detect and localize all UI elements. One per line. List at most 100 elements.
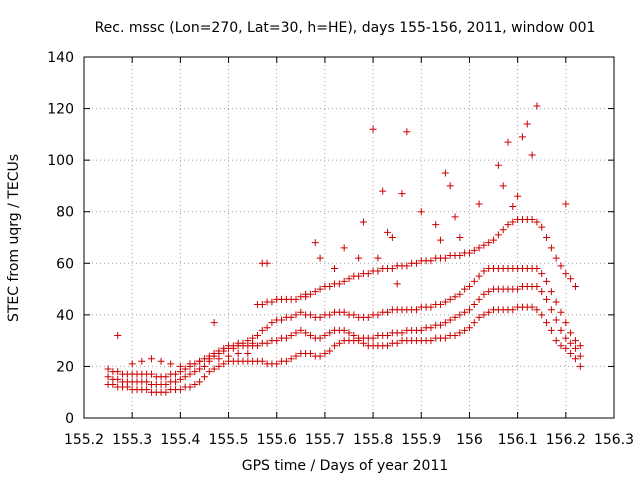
x-tick-label: 155.4: [160, 432, 200, 448]
data-point: [249, 339, 257, 347]
data-point: [316, 285, 324, 293]
data-point: [446, 316, 454, 324]
data-point: [456, 329, 464, 337]
data-point: [287, 313, 295, 321]
data-point: [538, 288, 546, 296]
data-point: [143, 378, 151, 386]
data-point: [258, 326, 266, 334]
data-point: [374, 311, 382, 319]
data-point: [456, 290, 464, 298]
data-point: [567, 275, 575, 283]
data-point: [196, 378, 204, 386]
data-point: [417, 326, 425, 334]
data-point: [326, 329, 334, 337]
data-point: [297, 308, 305, 316]
data-point: [263, 324, 271, 332]
data-point: [384, 228, 392, 236]
data-point: [494, 231, 502, 239]
data-point: [355, 254, 363, 262]
data-point: [547, 306, 555, 314]
data-point: [393, 339, 401, 347]
data-point: [114, 331, 122, 339]
data-point: [528, 151, 536, 159]
y-tick-label: 100: [47, 153, 74, 169]
data-point: [441, 319, 449, 327]
data-point: [441, 334, 449, 342]
data-point: [321, 350, 329, 358]
data-point: [571, 282, 579, 290]
data-point: [220, 344, 228, 352]
x-tick-label: 156.1: [498, 432, 538, 448]
data-point: [552, 337, 560, 345]
data-point: [427, 257, 435, 265]
data-point: [331, 264, 339, 272]
data-point: [176, 362, 184, 370]
data-point: [340, 244, 348, 252]
data-point: [427, 337, 435, 345]
x-tick-label: 156.2: [546, 432, 586, 448]
data-point: [364, 270, 372, 278]
y-axis-label: STEC from uqrg / TECUs: [6, 154, 22, 322]
data-point: [292, 329, 300, 337]
x-axis-label: GPS time / Days of year 2011: [242, 458, 449, 474]
data-point: [114, 375, 122, 383]
data-point: [567, 350, 575, 358]
data-point: [215, 347, 223, 355]
data-point: [427, 324, 435, 332]
data-point: [437, 301, 445, 309]
data-point: [528, 215, 536, 223]
data-point: [234, 350, 242, 358]
data-point: [441, 254, 449, 262]
data-point: [196, 365, 204, 373]
data-point: [562, 319, 570, 327]
data-point: [379, 187, 387, 195]
data-point: [225, 352, 233, 360]
data-point: [533, 282, 541, 290]
data-point: [533, 102, 541, 110]
data-point: [268, 319, 276, 327]
data-point: [403, 262, 411, 270]
data-point: [470, 277, 478, 285]
data-point: [215, 355, 223, 363]
data-point: [470, 246, 478, 254]
data-point: [316, 352, 324, 360]
data-point: [273, 337, 281, 345]
y-tick-label: 40: [56, 308, 74, 324]
data-point: [451, 213, 459, 221]
x-tick-label: 155.3: [112, 432, 152, 448]
data-point: [538, 311, 546, 319]
y-tick-label: 0: [65, 411, 74, 427]
data-point: [268, 298, 276, 306]
data-point: [292, 295, 300, 303]
data-point: [345, 329, 353, 337]
y-tick-label: 80: [56, 205, 74, 221]
data-point: [533, 306, 541, 314]
data-point: [533, 218, 541, 226]
data-point: [258, 357, 266, 365]
data-point: [499, 182, 507, 190]
data-point: [557, 326, 565, 334]
data-point: [331, 342, 339, 350]
data-point: [172, 370, 180, 378]
data-point: [162, 380, 170, 388]
data-point: [186, 370, 194, 378]
data-point: [465, 282, 473, 290]
data-point: [181, 373, 189, 381]
data-points: [104, 102, 584, 396]
data-point: [504, 221, 512, 229]
data-point: [446, 295, 454, 303]
data-point: [278, 316, 286, 324]
data-point: [509, 306, 517, 314]
data-point: [518, 133, 526, 141]
data-point: [432, 221, 440, 229]
data-point: [384, 308, 392, 316]
data-point: [258, 301, 266, 309]
data-point: [200, 362, 208, 370]
data-point: [374, 267, 382, 275]
data-point: [441, 169, 449, 177]
data-point: [355, 272, 363, 280]
data-point: [297, 326, 305, 334]
data-point: [557, 342, 565, 350]
data-point: [340, 326, 348, 334]
